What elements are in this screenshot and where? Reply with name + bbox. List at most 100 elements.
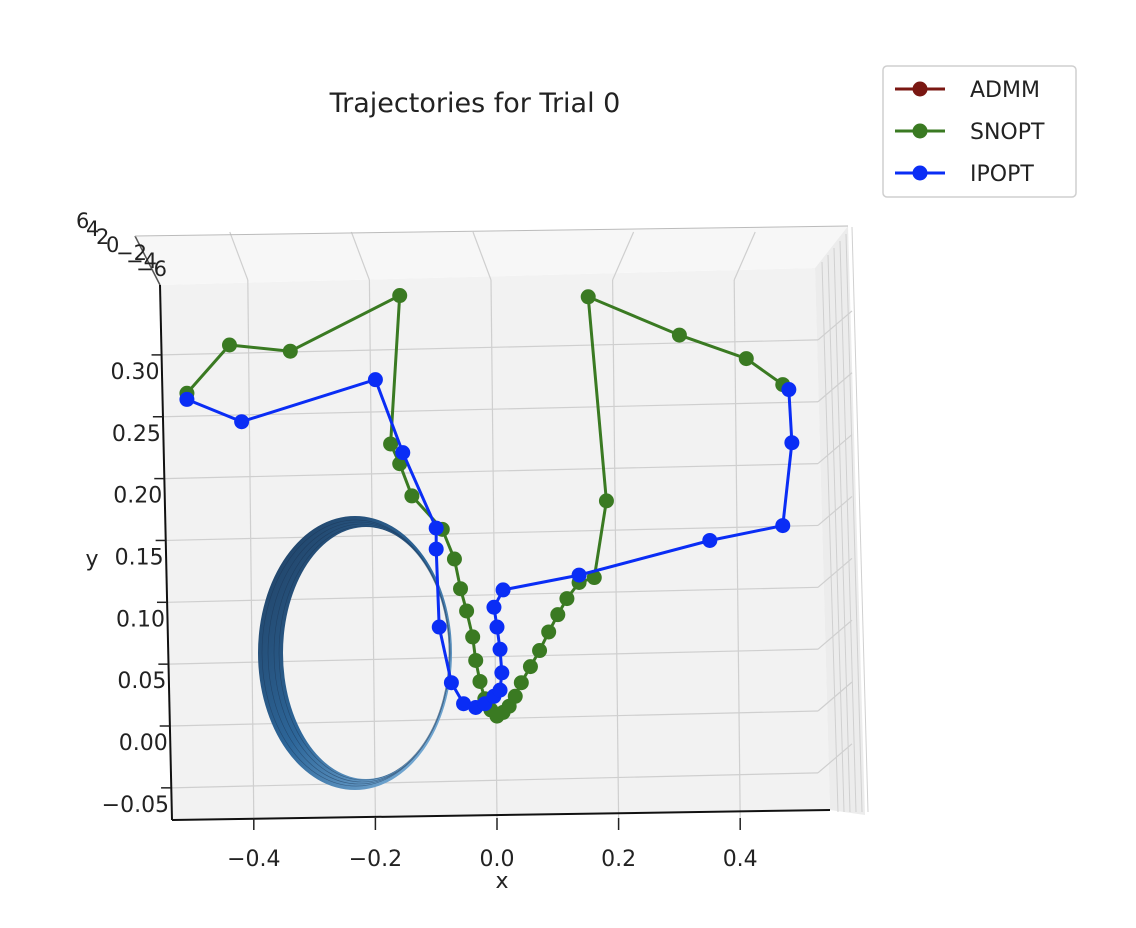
legend-item: SNOPT — [895, 120, 1045, 145]
data-point — [513, 675, 529, 691]
y-grid-line — [171, 772, 819, 789]
data-point — [784, 435, 800, 451]
x-grid-line — [368, 279, 376, 819]
y-grid-depth-line — [817, 434, 853, 465]
y-grid-depth-line — [817, 557, 853, 588]
z-tick-label: −2 — [116, 241, 147, 265]
x-axis-line — [171, 809, 831, 821]
z-grid-line — [845, 233, 863, 813]
top-pane — [135, 226, 848, 285]
data-point — [775, 518, 791, 534]
x-grid-depth-line — [350, 231, 370, 281]
data-point — [541, 624, 557, 640]
x-tick-label: 0.2 — [601, 847, 636, 872]
data-point — [428, 541, 444, 557]
legend-marker — [912, 123, 928, 139]
data-point — [571, 567, 587, 583]
x-grid-line — [490, 279, 498, 819]
z-grid-line — [851, 226, 869, 813]
legend-item: IPOPT — [895, 162, 1034, 187]
data-point — [738, 351, 754, 367]
data-point — [495, 582, 511, 598]
y-grid-line — [161, 339, 819, 356]
y-grid-depth-line — [817, 743, 853, 774]
data-point — [507, 688, 523, 704]
z-tick-label: 6 — [76, 209, 89, 233]
y-tick-label: 0.30 — [111, 360, 160, 385]
y-grid-depth-line — [817, 619, 853, 650]
data-point — [468, 652, 484, 668]
data-point — [367, 372, 383, 388]
z-grid-line — [827, 254, 845, 813]
series-layer — [179, 288, 800, 724]
y-tick-label: 0.10 — [116, 607, 165, 632]
data-point — [671, 327, 687, 343]
x-grid-depth-line — [733, 231, 756, 281]
data-point — [580, 289, 596, 305]
tick-layer: −0.4 −0.2 0.0 0.2 0.4 0.30 0.25 0.20 0.15 0.10 0.0… — [76, 209, 758, 872]
data-point — [179, 391, 195, 407]
x-tick-label: 0.0 — [480, 847, 515, 872]
z-grid-line — [833, 247, 851, 813]
data-point — [586, 570, 602, 586]
y-tick-label: 0.25 — [112, 422, 161, 447]
legend-label: IPOPT — [970, 162, 1034, 187]
data-point — [598, 493, 614, 509]
data-point — [453, 581, 469, 597]
legend-label: ADMM — [970, 78, 1040, 103]
data-point — [428, 520, 444, 536]
x-grid-depth-line — [229, 231, 249, 281]
data-point — [443, 675, 459, 691]
legend-marker — [912, 81, 928, 97]
grid-lines — [161, 226, 869, 819]
data-point — [282, 343, 298, 359]
data-point — [522, 659, 538, 675]
y-tick-label: 0.15 — [115, 545, 164, 570]
data-point — [494, 665, 510, 681]
y-grid-line — [165, 524, 819, 542]
legend-item: ADMM — [895, 78, 1040, 103]
legend: ADMM SNOPT IPOPT — [882, 65, 1077, 198]
legend-label: SNOPT — [970, 120, 1045, 145]
y-grid-depth-line — [817, 372, 853, 403]
y-grid-line — [164, 463, 819, 480]
data-point — [559, 591, 575, 607]
side-pane — [815, 226, 865, 815]
data-point — [431, 619, 447, 635]
depth-lines — [134, 225, 849, 286]
z-grid-line — [839, 240, 857, 813]
y-tick-label: 0.05 — [117, 669, 166, 694]
x-grid-line — [733, 279, 741, 819]
y-axis-label: y — [85, 547, 98, 572]
data-point — [465, 629, 481, 645]
y-axis-line — [159, 284, 173, 821]
x-grid-line — [612, 279, 620, 819]
data-point — [395, 445, 411, 461]
legend-box — [882, 65, 1077, 198]
data-point — [550, 607, 566, 623]
z-tick-label: 4 — [86, 217, 99, 241]
z-tick-label: 2 — [96, 225, 109, 249]
y-tick-label: −0.05 — [102, 793, 169, 818]
x-grid-depth-line — [472, 231, 492, 281]
data-point — [446, 551, 462, 567]
data-point — [472, 673, 488, 689]
x-tick-label: 0.4 — [723, 847, 758, 872]
data-point — [486, 599, 502, 615]
obstacle-ring — [258, 516, 452, 790]
data-point — [392, 288, 408, 304]
data-point — [492, 641, 508, 657]
x-tick-label: −0.2 — [349, 847, 402, 872]
data-point — [459, 603, 475, 619]
y-tick-label: 0.20 — [113, 484, 162, 509]
back-pane — [160, 268, 830, 820]
data-point — [702, 532, 718, 548]
series-snopt — [179, 288, 791, 724]
data-point — [532, 643, 548, 659]
data-point — [221, 337, 237, 353]
data-point — [781, 382, 797, 398]
y-tick-label: 0.00 — [119, 731, 168, 756]
z-grid-line — [821, 261, 839, 813]
x-grid-depth-line — [612, 231, 635, 281]
